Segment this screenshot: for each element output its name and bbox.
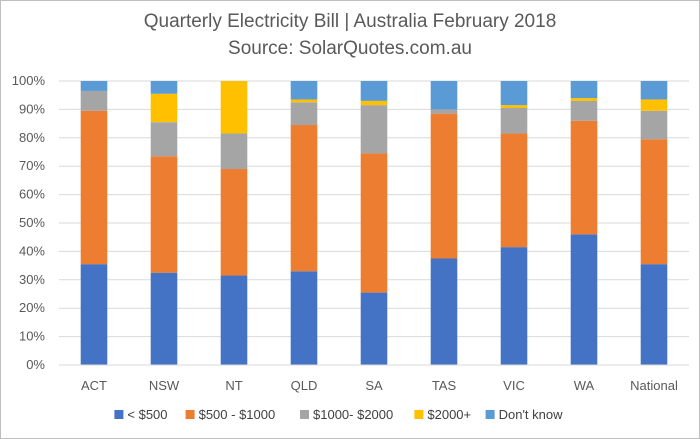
bar-segment [640, 99, 668, 111]
bar-segment [500, 107, 528, 134]
x-tick-label: QLD [291, 378, 318, 393]
bar-segment [290, 99, 318, 103]
bar-segment [360, 153, 388, 293]
y-tick-label: 40% [19, 243, 45, 258]
bar-segment [500, 133, 528, 248]
bar-segment [570, 120, 598, 235]
y-tick-label: 30% [19, 272, 45, 287]
bar-segment [640, 264, 668, 365]
x-tick-label: WA [574, 378, 595, 393]
legend-label: $1000- $2000 [313, 407, 393, 422]
x-tick-label: National [630, 378, 678, 393]
y-tick-label: 60% [19, 187, 45, 202]
x-tick-label: TAS [432, 378, 457, 393]
bar-segment [640, 139, 668, 265]
bar-segment [500, 105, 528, 108]
bar-segment [80, 110, 108, 265]
legend-swatch [414, 410, 424, 419]
y-tick-label: 0% [26, 357, 45, 372]
bar-segment [220, 81, 248, 134]
bar-segment [500, 247, 528, 365]
bar-segment [150, 156, 178, 273]
bar-segment [360, 100, 388, 106]
bar-segment [290, 271, 318, 365]
y-tick-label: 50% [19, 215, 45, 230]
bar-segment [150, 81, 178, 94]
bar-segment [430, 109, 458, 114]
legend-label: < $500 [127, 407, 167, 422]
bar-segment [220, 133, 248, 170]
legend-label: Don't know [499, 407, 564, 422]
x-tick-label: ACT [81, 378, 107, 393]
bar-segment [640, 110, 668, 140]
bar-segment [150, 122, 178, 157]
legend-swatch [185, 410, 195, 419]
chart-title: Quarterly Electricity Bill | Australia F… [143, 11, 557, 32]
bar-segment [360, 105, 388, 154]
bar-segment [360, 292, 388, 365]
y-tick-label: 10% [19, 329, 45, 344]
y-tick-label: 90% [19, 101, 45, 116]
bar-segment [640, 81, 668, 100]
bar-segment [290, 125, 318, 272]
x-tick-label: NT [225, 378, 242, 393]
bar-segment [290, 81, 318, 100]
bar-segment [80, 264, 108, 365]
bar-segment [570, 98, 598, 101]
legend-label: $500 - $1000 [199, 407, 276, 422]
bar-segment [430, 113, 458, 259]
bar-segment [360, 81, 388, 101]
y-tick-label: 70% [19, 158, 45, 173]
y-tick-label: 80% [19, 130, 45, 145]
bar-segment [220, 169, 248, 276]
bar-segment [290, 102, 318, 126]
bar-segment [80, 81, 108, 91]
x-tick-label: SA [365, 378, 383, 393]
bar-segment [150, 93, 178, 123]
bar-segment [500, 81, 528, 106]
bar-segment [150, 272, 178, 365]
legend-swatch [114, 410, 124, 419]
legend-label: $2000+ [427, 407, 471, 422]
bar-segment [220, 275, 248, 365]
bar-segment [570, 234, 598, 365]
bar-segment [570, 81, 598, 99]
bar-segment [570, 100, 598, 121]
bar-segment [80, 90, 108, 111]
x-tick-label: VIC [503, 378, 525, 393]
bar-segment [430, 81, 458, 110]
legend-swatch [485, 410, 495, 419]
legend-swatch [300, 410, 309, 419]
y-tick-label: 20% [19, 300, 45, 315]
x-tick-label: NSW [149, 378, 180, 393]
bar-segment [430, 258, 458, 365]
y-tick-label: 100% [12, 73, 46, 88]
chart-subtitle: Source: SolarQuotes.com.au [228, 38, 472, 59]
